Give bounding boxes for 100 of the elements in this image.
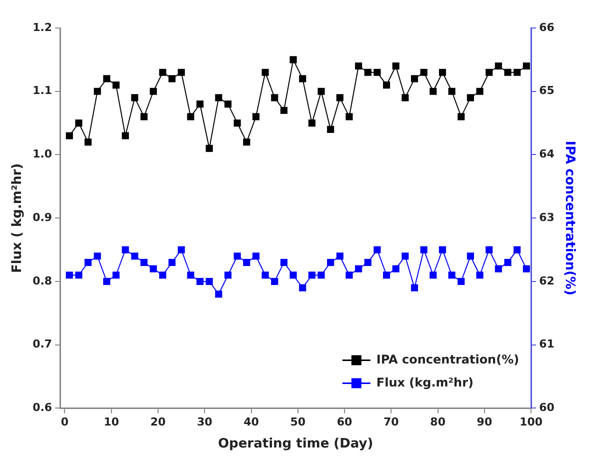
point bbox=[476, 88, 484, 95]
point bbox=[438, 246, 446, 254]
point bbox=[448, 88, 456, 95]
point bbox=[364, 258, 372, 266]
point bbox=[262, 272, 269, 279]
point bbox=[112, 272, 120, 279]
point bbox=[420, 246, 428, 254]
point bbox=[410, 75, 418, 82]
point bbox=[131, 94, 138, 102]
x-tick-label: 90 bbox=[476, 416, 492, 429]
point bbox=[355, 265, 362, 272]
point bbox=[430, 272, 437, 279]
legend-label: IPA concentration(%) bbox=[376, 352, 520, 366]
point bbox=[402, 252, 409, 260]
y-tick-label: 1.1 bbox=[32, 84, 52, 98]
point bbox=[271, 94, 278, 102]
y-tick-label: 0.9 bbox=[32, 210, 52, 224]
x-tick-label: 80 bbox=[430, 416, 446, 429]
point bbox=[178, 68, 185, 76]
point bbox=[206, 278, 213, 285]
point bbox=[168, 75, 176, 82]
point bbox=[364, 68, 372, 76]
point bbox=[430, 88, 437, 95]
point bbox=[215, 290, 222, 298]
point bbox=[448, 272, 456, 279]
point bbox=[382, 81, 390, 89]
point bbox=[84, 138, 92, 146]
point bbox=[75, 120, 82, 127]
point bbox=[382, 272, 390, 279]
point bbox=[94, 88, 101, 95]
point bbox=[355, 62, 362, 70]
point bbox=[458, 113, 465, 120]
point bbox=[336, 94, 344, 102]
point bbox=[66, 132, 73, 140]
point bbox=[122, 132, 129, 140]
point bbox=[346, 272, 353, 279]
y-tick-label: 0.8 bbox=[32, 274, 52, 288]
point bbox=[299, 284, 306, 292]
x-tick-label: 50 bbox=[290, 416, 306, 429]
point bbox=[140, 113, 148, 120]
x-tick-label: 70 bbox=[384, 416, 400, 429]
point bbox=[243, 138, 250, 146]
point bbox=[466, 94, 474, 102]
point bbox=[178, 246, 185, 254]
point bbox=[327, 258, 334, 266]
point bbox=[168, 258, 176, 266]
legend-label: Flux (kg.m²hr) bbox=[376, 375, 474, 390]
point bbox=[504, 258, 512, 266]
point bbox=[224, 100, 232, 108]
point bbox=[299, 75, 306, 82]
x-tick-label: 60 bbox=[336, 416, 353, 429]
x-tick-label: 10 bbox=[104, 416, 120, 429]
point bbox=[280, 106, 288, 114]
point bbox=[103, 75, 110, 82]
y2-axis-title: IPA concentration(%) bbox=[562, 140, 577, 296]
point bbox=[290, 272, 297, 279]
point bbox=[103, 278, 110, 285]
point bbox=[234, 120, 241, 127]
y-axis-title: Flux ( kg.m²hr) bbox=[10, 163, 26, 273]
point bbox=[280, 258, 288, 266]
y-tick-label: 0.6 bbox=[32, 401, 52, 414]
point bbox=[466, 252, 474, 260]
point bbox=[84, 258, 92, 266]
y2-tick-label: 66 bbox=[539, 20, 555, 34]
x-tick-label: 100 bbox=[520, 416, 543, 429]
point bbox=[374, 246, 381, 254]
point bbox=[438, 68, 446, 76]
y2-tick-label: 60 bbox=[539, 401, 555, 414]
point bbox=[150, 88, 157, 95]
point bbox=[522, 62, 530, 70]
point bbox=[346, 113, 353, 120]
point bbox=[206, 144, 213, 152]
point bbox=[494, 62, 502, 70]
point bbox=[112, 81, 120, 89]
point bbox=[187, 113, 194, 120]
x-tick-label: 40 bbox=[244, 416, 260, 429]
point bbox=[486, 246, 493, 254]
point bbox=[243, 258, 250, 266]
point bbox=[318, 272, 325, 279]
point bbox=[392, 265, 400, 272]
y2-tick-label: 63 bbox=[539, 210, 554, 224]
point bbox=[486, 68, 493, 76]
point bbox=[308, 272, 316, 279]
y2-tick-label: 61 bbox=[539, 338, 554, 351]
point bbox=[75, 272, 82, 279]
y-tick-label: 1.0 bbox=[32, 148, 52, 161]
point bbox=[122, 246, 129, 254]
point bbox=[290, 56, 297, 64]
point bbox=[336, 252, 344, 260]
point bbox=[262, 68, 269, 76]
point bbox=[131, 252, 138, 260]
point bbox=[159, 68, 166, 76]
point bbox=[234, 252, 241, 260]
point bbox=[187, 272, 194, 279]
point bbox=[402, 94, 409, 102]
point bbox=[224, 272, 232, 279]
x-tick-label: 0 bbox=[60, 416, 69, 429]
point bbox=[514, 68, 521, 76]
point bbox=[374, 68, 381, 76]
point bbox=[514, 246, 521, 254]
